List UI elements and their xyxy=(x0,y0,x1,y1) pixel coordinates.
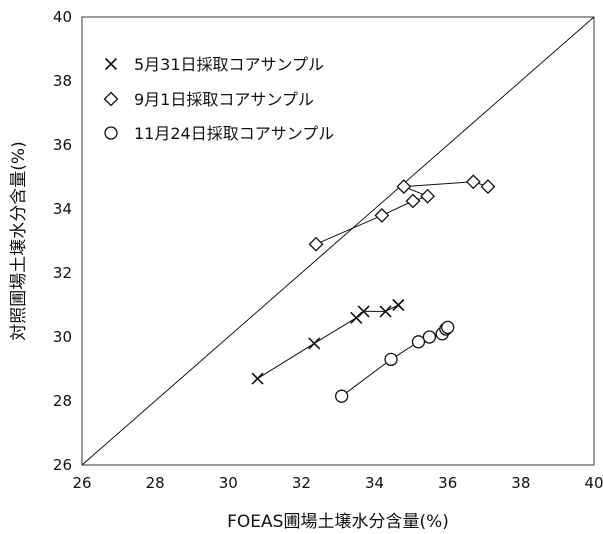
series-1 xyxy=(251,298,405,385)
data-point xyxy=(422,330,437,344)
y-tick-label: 40 xyxy=(53,8,72,26)
x-tick-label: 28 xyxy=(146,474,165,492)
legend-label: 9月1日採取コアサンプル xyxy=(134,90,314,109)
data-point xyxy=(251,372,264,385)
data-point xyxy=(465,174,481,190)
legend-item: 5月31日採取コアサンプル xyxy=(104,55,324,74)
legend-marker xyxy=(104,126,118,140)
one-to-one-reference-line xyxy=(81,16,595,466)
y-axis-title: 対照圃場土壌水分含量(%) xyxy=(9,141,29,340)
data-point xyxy=(480,179,496,195)
legend-item: 9月1日採取コアサンプル xyxy=(103,90,314,109)
y-tick-label: 30 xyxy=(53,328,72,346)
y-tick-label: 26 xyxy=(53,456,72,474)
data-point xyxy=(308,236,324,252)
series-2 xyxy=(308,174,496,252)
data-point xyxy=(411,335,426,349)
y-tick-label: 28 xyxy=(53,392,72,410)
series-layer xyxy=(251,174,496,403)
data-point xyxy=(396,179,412,195)
x-axis-title: FOEAS圃場土壌水分含量(%) xyxy=(227,512,449,532)
plot-frame xyxy=(81,16,595,466)
x-tick-label: 36 xyxy=(438,474,457,492)
legend-label: 5月31日採取コアサンプル xyxy=(134,55,324,74)
y-tick-label: 32 xyxy=(53,264,72,282)
reference-line-layer xyxy=(81,16,595,466)
data-point xyxy=(420,188,436,204)
x-tick-label: 38 xyxy=(511,474,530,492)
data-point xyxy=(405,193,421,209)
x-tick-label: 32 xyxy=(292,474,311,492)
y-tick-label: 36 xyxy=(53,136,72,154)
legend-marker xyxy=(104,57,118,71)
y-tick-label: 34 xyxy=(53,200,72,218)
data-point xyxy=(374,207,390,223)
series-line xyxy=(257,304,399,380)
x-tick-label: 30 xyxy=(219,474,238,492)
x-tick-label: 26 xyxy=(72,474,91,492)
data-point xyxy=(308,337,321,350)
legend-marker xyxy=(103,91,119,107)
y-tick-label: 38 xyxy=(53,72,72,90)
legend-label: 11月24日採取コアサンプル xyxy=(134,124,334,143)
x-tick-label: 34 xyxy=(365,474,384,492)
series-3 xyxy=(335,320,455,403)
legend: 5月31日採取コアサンプル 9月1日採取コアサンプル 11月24日採取コアサンプル xyxy=(103,55,334,143)
axis-ticks: 26 28 30 32 34 36 38 40 26 28 30 32 34 36 38 40 xyxy=(53,8,603,492)
data-point xyxy=(384,352,398,367)
data-point xyxy=(392,298,405,312)
data-point xyxy=(357,305,370,318)
data-point xyxy=(441,320,455,335)
data-point xyxy=(379,305,392,318)
x-tick-label: 40 xyxy=(584,474,603,492)
data-point xyxy=(335,389,349,403)
legend-item: 11月24日採取コアサンプル xyxy=(104,124,334,143)
